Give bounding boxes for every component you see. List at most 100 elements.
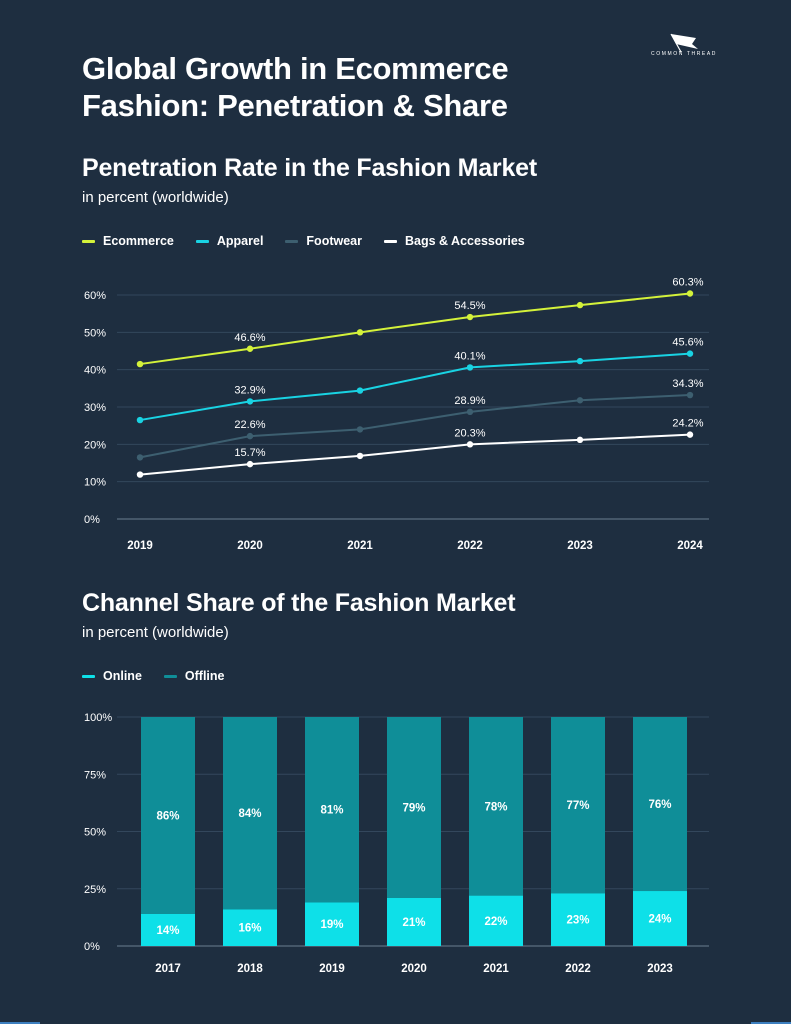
data-point: [576, 436, 584, 444]
y-tick-label: 0%: [84, 514, 100, 526]
data-point: [356, 452, 364, 460]
data-point: [686, 350, 694, 357]
y-tick-label: 0%: [84, 941, 100, 953]
bar-label-online: 14%: [156, 925, 179, 937]
legend-label: Bags & Accessories: [404, 234, 525, 248]
x-tick-label: 2018: [237, 963, 263, 975]
data-point: [136, 454, 144, 461]
data-point: [246, 432, 254, 440]
data-label: 54.5%: [454, 300, 485, 312]
x-tick-label: 2017: [155, 963, 181, 975]
bar-chart: 0% 25% 50% 75% 100% 14% 86% 2017 16% 84% 2018 19% 81…: [0, 700, 791, 990]
flag-icon: [670, 33, 698, 53]
data-label: 28.9%: [454, 395, 485, 407]
line-chart-svg: 0% 10% 20% 30% 40% 50% 60% 2019 2020 2021 2022 2023…: [84, 277, 709, 552]
legend-item-online: Online: [82, 669, 142, 683]
corner-accent-left: [0, 1022, 40, 1024]
data-point: [686, 431, 694, 438]
bar-chart-subtitle: in percent (worldwide): [82, 624, 229, 641]
legend-item-bags-accessories: Bags & Accessories: [383, 234, 525, 248]
bar-chart-svg: 0% 25% 50% 75% 100% 14% 86% 2017 16% 84% 2018 19% 81…: [84, 712, 709, 975]
x-tick-label: 2022: [565, 963, 591, 975]
legend-label: Footwear: [306, 234, 362, 248]
y-tick-label: 20%: [84, 439, 106, 451]
page-title: Global Growth in Ecommerce Fashion: Pene…: [82, 50, 509, 124]
legend-swatch: [82, 674, 95, 678]
legend-label: Ecommerce: [103, 234, 174, 248]
bar-chart-title: Channel Share of the Fashion Market: [82, 589, 516, 617]
bar-offline: [141, 717, 195, 914]
data-label: 24.2%: [672, 418, 703, 430]
bar-label-offline: 76%: [648, 799, 671, 811]
data-point: [136, 416, 144, 424]
data-point: [466, 364, 474, 371]
page-title-line-1: Global Growth in Ecommerce: [82, 51, 509, 86]
x-tick-label: 2021: [483, 963, 509, 975]
data-label: 40.1%: [454, 350, 485, 362]
legend-swatch: [163, 674, 177, 678]
bar-offline: [223, 717, 277, 910]
brand-logo-text: COMMON THREAD: [651, 51, 717, 57]
line-chart: 0% 10% 20% 30% 40% 50% 60% 2019 2020 2021 2022 2023…: [0, 270, 791, 565]
bar-label-online: 21%: [402, 917, 425, 929]
y-tick-label: 50%: [84, 327, 106, 339]
data-label: 45.6%: [672, 337, 703, 349]
legend-swatch: [195, 239, 209, 243]
y-tick-label: 40%: [84, 365, 106, 377]
data-point: [686, 391, 694, 399]
line-chart-subtitle: in percent (worldwide): [82, 189, 229, 206]
corner-accent-right: [751, 1022, 791, 1024]
data-label: 46.6%: [234, 332, 265, 344]
bar-offline: [633, 717, 687, 892]
data-point: [576, 301, 584, 309]
legend-label: Online: [103, 669, 142, 683]
data-label: 34.3%: [672, 378, 703, 390]
data-point: [246, 398, 254, 405]
y-tick-label: 25%: [84, 884, 106, 896]
legend-swatch: [383, 239, 397, 243]
data-point: [686, 290, 694, 297]
bar-offline: [305, 717, 359, 903]
legend-item-offline: Offline: [163, 669, 225, 683]
x-tick-label: 2023: [567, 540, 593, 552]
x-tick-label: 2020: [237, 540, 263, 552]
data-label: 60.3%: [672, 277, 703, 289]
y-tick-label: 30%: [84, 402, 106, 414]
x-tick-label: 2020: [401, 963, 427, 975]
data-point: [136, 471, 144, 478]
legend-item-apparel: Apparel: [195, 234, 263, 248]
data-point: [466, 408, 474, 416]
data-point: [356, 426, 364, 433]
page-title-line-2: Fashion: Penetration & Share: [82, 88, 508, 123]
bar-label-offline: 78%: [484, 801, 507, 813]
bar-label-online: 24%: [648, 914, 671, 926]
brand-logo: COMMON THREAD: [648, 32, 720, 62]
bar-online: [141, 913, 195, 946]
line-chart-title: Penetration Rate in the Fashion Market: [82, 154, 537, 182]
y-tick-label: 10%: [84, 477, 106, 489]
series-line-apparel: [139, 352, 691, 422]
data-label: 22.6%: [234, 419, 265, 431]
bar-online: [633, 891, 687, 946]
y-tick-label: 75%: [84, 769, 106, 781]
legend-item-footwear: Footwear: [285, 234, 362, 248]
bar-label-offline: 84%: [238, 808, 261, 820]
x-tick-label: 2021: [347, 540, 373, 552]
legend-swatch: [285, 239, 299, 243]
bar-label-offline: 79%: [402, 802, 425, 814]
data-point: [246, 345, 254, 352]
bar-label-online: 23%: [566, 915, 589, 927]
data-point: [246, 460, 254, 468]
legend-item-ecommerce: Ecommerce: [82, 234, 174, 248]
series-line-bags-accessories: [139, 433, 691, 476]
x-tick-label: 2024: [677, 540, 703, 552]
bar-label-offline: 77%: [566, 800, 589, 812]
bar-label-online: 22%: [484, 916, 507, 928]
bar-label-online: 16%: [238, 923, 261, 935]
data-label: 32.9%: [234, 384, 265, 396]
bar-offline: [469, 717, 523, 896]
bar-chart-legend: Online Offline: [82, 669, 225, 683]
data-label: 20.3%: [454, 427, 485, 439]
bar-online: [387, 897, 441, 946]
data-point: [356, 387, 364, 394]
